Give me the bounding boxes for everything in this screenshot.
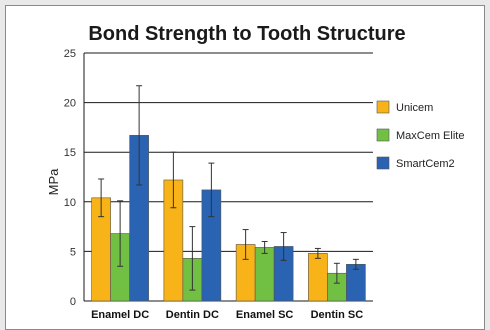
- error-bar: [136, 85, 143, 186]
- y-tick-label: 5: [70, 246, 76, 258]
- legend: Unicem MaxCem Elite SmartCem2: [376, 100, 464, 170]
- legend-label: SmartCem2: [396, 158, 455, 170]
- x-category-label: Enamel DC: [91, 309, 149, 321]
- bar-unicem-4: [308, 253, 328, 302]
- x-axis-categories: Enamel DC Dentin DC Enamel SC Dentin SC: [91, 309, 363, 321]
- bar-chart: Bond Strength to Tooth Structure 0 5 10 15 2…: [46, 23, 464, 321]
- error-bar: [280, 232, 287, 261]
- legend-swatch: [376, 128, 390, 142]
- error-bar: [242, 229, 249, 260]
- y-tick-label: 20: [64, 98, 76, 110]
- y-axis-label: MPa: [46, 168, 61, 196]
- y-tick-label: 10: [64, 197, 76, 209]
- chart-title: Bond Strength to Tooth Structure: [88, 23, 405, 45]
- bars: [91, 135, 366, 302]
- legend-label: MaxCem Elite: [396, 130, 464, 142]
- legend-swatch: [376, 156, 390, 170]
- y-axis-ticks: 0 5 10 15 20 25: [64, 48, 76, 308]
- x-category-label: Enamel SC: [236, 309, 294, 321]
- error-bar: [208, 162, 215, 218]
- error-bar: [314, 247, 321, 259]
- y-tick-label: 0: [70, 296, 76, 308]
- error-bar: [261, 240, 268, 254]
- legend-item-smartcem: SmartCem2: [376, 156, 455, 170]
- x-category-label: Dentin DC: [166, 309, 219, 321]
- error-bar: [352, 258, 359, 270]
- legend-label: Unicem: [396, 102, 433, 114]
- chart-frame: Bond Strength to Tooth Structure 0 5 10 15 2…: [5, 5, 485, 330]
- error-bar: [170, 151, 177, 209]
- error-bar: [333, 262, 340, 284]
- legend-item-maxcem: MaxCem Elite: [376, 128, 464, 142]
- legend-item-unicem: Unicem: [376, 100, 433, 114]
- x-category-label: Dentin SC: [311, 309, 364, 321]
- error-bar: [98, 178, 105, 218]
- legend-swatch: [376, 100, 390, 114]
- error-bar: [189, 226, 196, 291]
- bar-smartcem-4: [346, 263, 366, 302]
- bar-maxcem-3: [254, 247, 275, 302]
- error-bar: [117, 200, 124, 267]
- error-bars: [98, 85, 359, 291]
- y-tick-label: 15: [64, 147, 76, 159]
- y-tick-label: 25: [64, 48, 76, 60]
